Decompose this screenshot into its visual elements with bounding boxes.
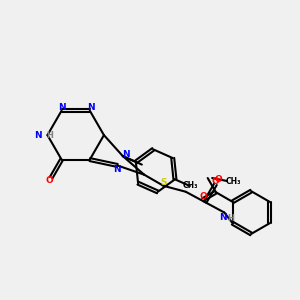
Text: O: O — [46, 176, 54, 185]
Text: O: O — [199, 192, 207, 201]
Text: O: O — [214, 175, 222, 184]
Text: H: H — [46, 130, 53, 140]
Text: O: O — [212, 177, 219, 186]
Text: N: N — [114, 164, 121, 173]
Text: N: N — [34, 130, 42, 140]
Text: CH₃: CH₃ — [182, 182, 198, 190]
Text: N: N — [122, 150, 130, 159]
Text: N: N — [219, 212, 227, 221]
Text: CH₃: CH₃ — [225, 176, 241, 185]
Text: H: H — [227, 214, 234, 223]
Text: N: N — [58, 103, 65, 112]
Text: S: S — [160, 178, 167, 187]
Text: N: N — [88, 103, 95, 112]
